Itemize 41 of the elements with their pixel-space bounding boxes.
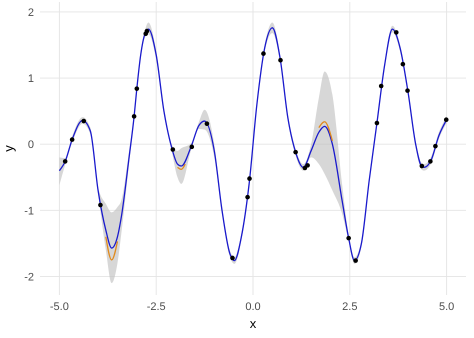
x-tick-label: 0.0 — [245, 301, 261, 313]
point — [170, 147, 176, 152]
y-tick-label: -1 — [24, 205, 34, 218]
y-tick-label: 2 — [28, 6, 34, 19]
point — [278, 58, 283, 63]
point — [353, 258, 358, 263]
point — [293, 150, 298, 154]
point — [62, 159, 68, 164]
point — [305, 163, 310, 168]
x-axis-title: x — [250, 316, 257, 331]
point — [132, 114, 136, 119]
point — [204, 121, 210, 126]
y-tick-label: 1 — [28, 73, 34, 86]
point — [428, 159, 433, 164]
point — [405, 88, 410, 93]
x-tick-label: 5.0 — [438, 301, 454, 313]
point — [245, 194, 250, 200]
y-axis-title: y — [1, 144, 16, 152]
point — [378, 84, 384, 88]
point — [81, 118, 86, 124]
point — [144, 28, 150, 34]
point — [261, 51, 266, 56]
point — [374, 120, 380, 126]
point — [230, 256, 235, 260]
point — [394, 30, 399, 35]
point — [302, 166, 308, 170]
y-tick-label: -2 — [24, 271, 34, 284]
point — [190, 144, 194, 150]
x-tick-label: -2.5 — [146, 301, 166, 313]
y-tick-label: 0 — [28, 139, 34, 152]
point — [420, 164, 424, 168]
point — [400, 62, 406, 66]
point — [433, 144, 438, 148]
point — [444, 117, 449, 122]
x-tick-label: 2.5 — [342, 301, 358, 313]
x-tick-label: -5.0 — [50, 301, 69, 313]
point — [70, 137, 74, 142]
point — [247, 176, 252, 181]
point — [98, 202, 103, 208]
point — [134, 86, 140, 91]
point — [346, 236, 351, 240]
